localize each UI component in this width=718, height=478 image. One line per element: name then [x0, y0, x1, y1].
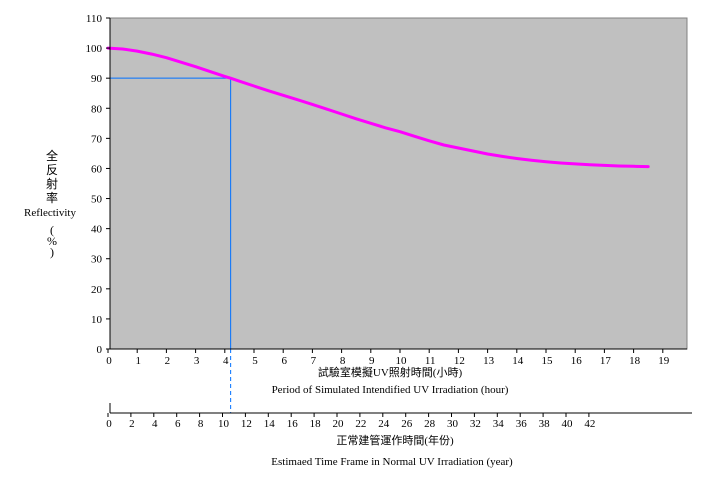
x-tick-label: 1 — [135, 355, 141, 367]
x2-axis-label-cjk: 正常建管運作時間(年份) — [336, 433, 454, 447]
x2-tick-label: 2 — [129, 418, 135, 430]
axes — [106, 17, 692, 417]
x-tick-label: 6 — [281, 355, 287, 367]
y-tick-label: 20 — [91, 284, 103, 296]
y-tick-labels: 0 10 20 30 40 50 60 70 80 90 100 110 — [86, 13, 103, 356]
series-line-reflectivity — [106, 46, 650, 169]
y-tick-label: 0 — [97, 344, 103, 356]
x-tick-label: 19 — [658, 355, 670, 367]
x-axis-label-en: Period of Simulated Intendified UV Irrad… — [272, 384, 509, 396]
reference-lines — [110, 77, 232, 413]
x2-tick-label: 40 — [562, 418, 574, 430]
y-axis-label-cjk-char: 率 — [46, 190, 58, 205]
x2-tick-label: 26 — [401, 418, 413, 430]
x2-tick-label: 30 — [447, 418, 459, 430]
y-tick-label: 10 — [91, 314, 103, 326]
x2-tick-label: 24 — [378, 418, 390, 430]
x-tick-label: 11 — [425, 355, 436, 367]
x2-tick-label: 12 — [241, 418, 252, 430]
x2-tick-label: 16 — [287, 418, 299, 430]
y-tick-label: 80 — [91, 103, 103, 115]
x2-tick-labels: 0 2 4 6 8 10 12 14 16 18 20 22 24 26 28 30 32 34 36 38 40 42 — [106, 418, 595, 430]
x-tick-label: 9 — [369, 355, 375, 367]
y-axis-label-cjk-char: 射 — [46, 176, 58, 191]
x2-tick-label: 6 — [175, 418, 181, 430]
x-tick-label: 7 — [311, 355, 317, 367]
x2-tick-label: 0 — [106, 418, 112, 430]
y-axis-label-cjk-char: 反 — [46, 163, 58, 177]
y-axis-unit-paren-close: ) — [50, 245, 54, 259]
x2-axis-label-en: Estimaed Time Frame in Normal UV Irradia… — [271, 456, 513, 468]
x-tick-label: 16 — [571, 355, 583, 367]
x2-tick-label: 8 — [198, 418, 204, 430]
y-tick-label: 90 — [91, 73, 103, 85]
x-tick-label: 0 — [106, 355, 112, 367]
y-tick-label: 110 — [86, 13, 103, 25]
x2-tick-label: 20 — [333, 418, 345, 430]
y-tick-label: 50 — [91, 194, 103, 206]
x-tick-label: 5 — [252, 355, 258, 367]
x2-tick-label: 18 — [310, 418, 322, 430]
y-axis-unit-paren-open: ( — [50, 223, 54, 237]
x-tick-label: 8 — [340, 355, 346, 367]
x-tick-labels: 0 1 2 3 4 5 6 7 8 9 10 11 12 13 14 15 16 17 18 19 — [106, 355, 670, 367]
x2-tick-label: 32 — [470, 418, 481, 430]
x2-tick-label: 28 — [424, 418, 436, 430]
x-tick-label: 14 — [512, 355, 524, 367]
x-tick-label: 17 — [600, 355, 612, 367]
x2-tick-label: 14 — [264, 418, 276, 430]
x-tick-label: 10 — [396, 355, 408, 367]
y-axis-label-en: Reflectivity — [24, 207, 76, 219]
y-axis-label-group: 全 反 射 率 Reflectivity ( % ) — [24, 148, 76, 259]
x-axis-label-cjk: 試驗室模擬UV照射時間(小時) — [318, 365, 463, 379]
x-tick-label: 13 — [483, 355, 495, 367]
y-axis-label-cjk-char: 全 — [46, 148, 58, 163]
x-tick-label: 4 — [223, 355, 229, 367]
x-tick-label: 18 — [629, 355, 641, 367]
x-tick-label: 3 — [194, 355, 200, 367]
plot-area — [109, 17, 688, 350]
x2-tick-label: 22 — [355, 418, 366, 430]
x2-tick-label: 4 — [152, 418, 158, 430]
y-tick-label: 100 — [86, 43, 103, 55]
x2-tick-label: 38 — [539, 418, 551, 430]
x-tick-label: 15 — [542, 355, 554, 367]
x-tick-label: 12 — [454, 355, 465, 367]
y-tick-label: 40 — [91, 224, 103, 236]
y-tick-label: 30 — [91, 254, 103, 266]
x-tick-label: 2 — [165, 355, 171, 367]
y-axis-unit: % — [47, 234, 57, 248]
y-tick-label: 70 — [91, 133, 103, 145]
x2-tick-label: 10 — [218, 418, 230, 430]
x2-tick-label: 36 — [516, 418, 528, 430]
x2-tick-label: 42 — [584, 418, 595, 430]
x2-tick-label: 34 — [493, 418, 505, 430]
y-tick-label: 60 — [91, 163, 103, 175]
